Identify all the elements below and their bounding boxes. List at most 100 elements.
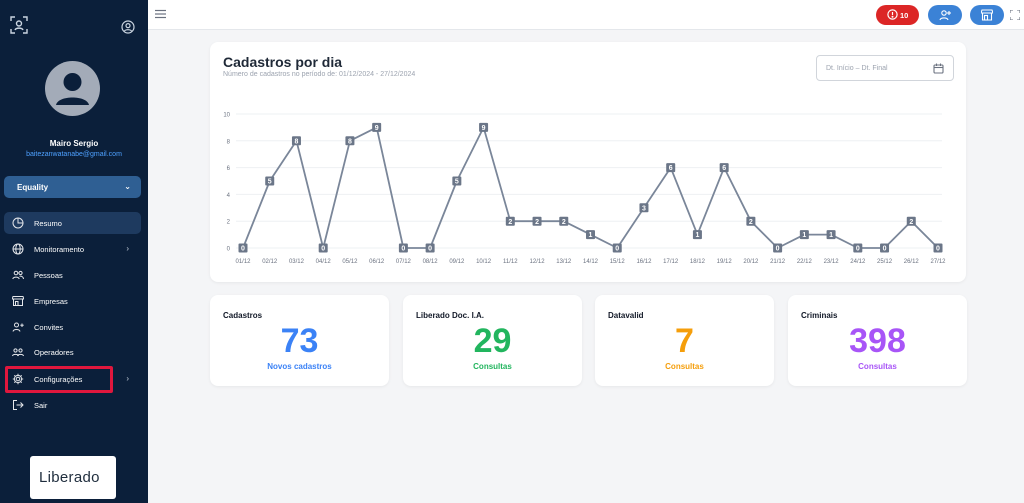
face-scan-icon[interactable] [10,16,28,34]
stat-value: 7 [675,322,694,360]
brand-text: Liberado [39,469,100,486]
data-point [318,243,328,253]
sidebar-item-label: Resumo [34,219,62,228]
data-point [559,216,569,226]
stat-title: Criminais [801,311,838,320]
sidebar-item-sair[interactable]: Sair [4,394,141,416]
data-point [826,230,836,240]
y-tick-label: 2 [227,220,231,226]
date-start-placeholder: Dt. Início [826,65,854,72]
user-email: baitezanwatanabe@gmail.com [26,151,122,158]
hamburger-menu-icon[interactable] [155,9,166,19]
data-label: 1 [802,232,806,239]
data-point [265,176,275,186]
stat-label: Consultas [858,362,897,371]
data-point [612,243,622,253]
stat-title: Datavalid [608,311,644,320]
x-tick-label: 01/12 [235,259,251,265]
alerts-button[interactable]: 10 [876,5,919,25]
store-icon [981,9,993,21]
x-tick-label: 27/12 [930,259,946,265]
x-tick-label: 09/12 [449,259,465,265]
sidebar-item-pessoas[interactable]: Pessoas [4,264,141,286]
data-label: 2 [749,219,753,226]
stat-card-liberado-doc-i-a: Liberado Doc. I.A. 29 Consultas [403,295,582,386]
data-label: 2 [508,219,512,226]
data-label: 1 [829,232,833,239]
sidebar-item-label: Pessoas [34,271,63,280]
x-tick-label: 25/12 [877,259,893,265]
data-point [906,216,916,226]
data-label: 5 [455,179,459,186]
store-button[interactable] [970,5,1004,25]
sidebar-item-monitoramento[interactable]: Monitoramento › [4,238,141,260]
sidebar-item-operadores[interactable]: Operadores [4,341,141,363]
data-label: 2 [909,219,913,226]
sidebar-item-label: Monitoramento [34,245,85,254]
people-icon [12,270,24,280]
data-label: 0 [936,246,940,253]
data-label: 0 [241,246,245,253]
add-user-button[interactable] [928,5,962,25]
x-tick-label: 02/12 [262,259,278,265]
data-point [586,230,595,240]
x-tick-label: 17/12 [663,259,679,265]
chart-subtitle: Número de cadastros no período de: 01/12… [223,71,416,78]
sidebar-item-empresas[interactable]: Empresas [4,290,141,312]
logout-icon [13,400,24,410]
data-point [933,243,943,253]
data-label: 0 [776,246,780,253]
data-label: 3 [642,205,646,212]
data-label: 9 [482,125,486,132]
data-label: 8 [295,138,299,145]
x-tick-label: 19/12 [717,259,733,265]
stat-card-cadastros: Cadastros 73 Novos cadastros [210,295,389,386]
topbar: 10 [148,0,1024,30]
data-point [880,243,890,253]
chart-title: Cadastros por dia [223,54,343,70]
date-range-picker[interactable]: Dt. Início – Dt. Final [816,55,954,81]
data-label: 0 [883,246,887,253]
company-select[interactable]: Equality ⌄ [4,176,141,198]
x-tick-label: 14/12 [583,259,599,265]
x-tick-label: 05/12 [342,259,358,265]
data-point [692,230,702,240]
sidebar-item-configuracoes[interactable]: Configurações › [4,368,141,390]
y-tick-label: 10 [223,113,230,119]
data-label: 5 [268,179,272,186]
stat-label: Novos cadastros [267,362,332,371]
x-tick-label: 18/12 [690,259,706,265]
data-point [746,216,756,226]
stat-label: Consultas [665,362,704,371]
sidebar-item-label: Operadores [34,348,74,357]
x-tick-label: 23/12 [824,259,840,265]
fullscreen-icon[interactable] [1010,10,1020,20]
x-tick-label: 21/12 [770,259,786,265]
data-label: 0 [401,246,405,253]
person-add-icon [12,322,24,332]
sidebar-item-resumo[interactable]: Resumo [4,212,141,234]
sidebar: Mairo Sergio baitezanwatanabe@gmail.com … [0,0,148,503]
x-tick-label: 26/12 [904,259,920,265]
sidebar-item-label: Sair [34,401,48,410]
data-point [479,122,489,132]
user-circle-icon[interactable] [121,20,135,34]
data-point [398,243,408,253]
data-label: 2 [562,219,566,226]
data-point [425,243,435,253]
y-tick-label: 8 [227,139,231,145]
globe-icon [12,243,24,255]
stat-title: Liberado Doc. I.A. [416,311,485,320]
x-tick-label: 10/12 [476,259,492,265]
x-tick-label: 06/12 [369,259,385,265]
data-label: 0 [321,246,325,253]
person-add-icon [939,10,951,21]
sidebar-item-convites[interactable]: Convites [4,316,141,338]
data-point [505,216,515,226]
data-point [345,136,355,146]
brand-logo: Liberado [30,456,116,499]
data-point [372,122,382,132]
chevron-right-icon: › [126,244,129,253]
company-select-label: Equality [17,183,49,192]
